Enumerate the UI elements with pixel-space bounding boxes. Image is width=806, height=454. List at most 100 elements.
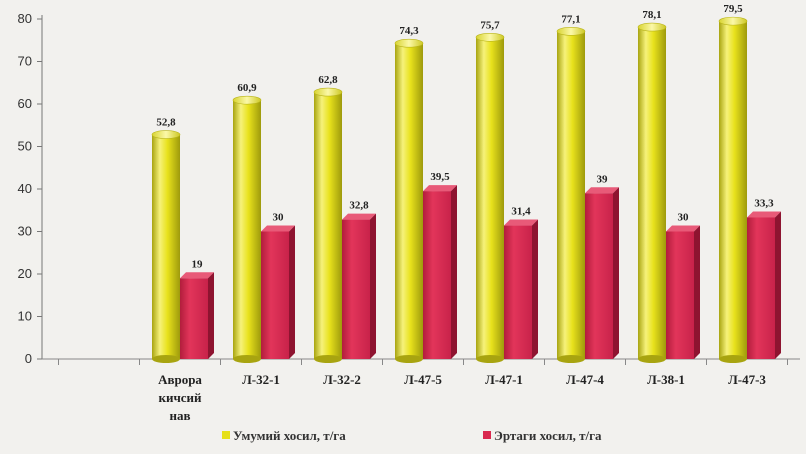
bar-early-yield-side bbox=[532, 219, 538, 359]
bar-early-yield-top bbox=[180, 272, 214, 279]
x-tick-label: Аврора bbox=[158, 372, 202, 387]
x-tick-label: Л-47-5 bbox=[404, 372, 442, 387]
bar-total-yield-body bbox=[719, 21, 747, 359]
data-label-total-yield: 77,1 bbox=[561, 13, 580, 25]
data-labels: 52,8 19 60,9 30 62,8 32,8 74,3 39,5 75,7 31,4 77,1… bbox=[156, 3, 774, 270]
data-label-early-yield: 39,5 bbox=[430, 171, 450, 183]
data-label-total-yield: 75,7 bbox=[480, 19, 500, 31]
bar-total-yield bbox=[232, 95, 262, 363]
data-label-total-yield: 78,1 bbox=[642, 9, 661, 21]
data-label-early-yield: 33,3 bbox=[754, 197, 774, 209]
bar-total-yield-cap bbox=[556, 27, 586, 36]
bar-early-yield-top bbox=[585, 187, 619, 194]
data-label-total-yield: 79,5 bbox=[723, 3, 743, 15]
bar-early-yield-front bbox=[747, 217, 775, 359]
legend-item: Эртаги хосил, т/га bbox=[483, 428, 602, 443]
bar-early-yield-front bbox=[666, 231, 694, 359]
x-tick-label: Л-32-1 bbox=[242, 372, 280, 387]
bar-early-yield-top bbox=[504, 219, 538, 226]
bar-early-yield bbox=[504, 219, 538, 359]
bar-early-yield-front bbox=[423, 191, 451, 359]
bar-early-yield bbox=[342, 213, 376, 359]
bar-early-yield-top bbox=[342, 213, 376, 220]
bar-total-yield bbox=[475, 32, 505, 363]
bar-total-yield bbox=[394, 38, 424, 363]
bar-total-yield bbox=[637, 22, 667, 363]
bar-total-yield-base bbox=[314, 355, 342, 363]
bar-total-yield-body bbox=[557, 31, 585, 359]
bar-early-yield-front bbox=[585, 193, 613, 359]
bar-total-yield-body bbox=[638, 27, 666, 359]
bar-early-yield-side bbox=[289, 225, 295, 359]
bar-early-yield-side bbox=[370, 213, 376, 359]
bar-total-yield-body bbox=[395, 43, 423, 359]
bar-total-yield-base bbox=[152, 355, 180, 363]
legend-item: Умумий хосил, т/га bbox=[222, 428, 346, 443]
bar-early-yield bbox=[261, 225, 295, 359]
bar-total-yield-cap bbox=[151, 130, 181, 139]
y-tick-label: 0 bbox=[25, 351, 32, 366]
data-label-early-yield: 30 bbox=[273, 212, 285, 224]
legend-swatch bbox=[222, 431, 230, 439]
bar-early-yield-front bbox=[261, 231, 289, 359]
bar-total-yield-base bbox=[233, 355, 261, 363]
bar-total-yield-cap bbox=[475, 32, 505, 42]
y-tick-label: 40 bbox=[18, 181, 32, 196]
bar-early-yield bbox=[747, 211, 781, 359]
x-tick-label: кичсий bbox=[158, 390, 202, 405]
bar-total-yield-cap bbox=[637, 22, 667, 32]
bar-total-yield-body bbox=[152, 134, 180, 359]
bar-early-yield bbox=[423, 185, 457, 359]
legend-swatch bbox=[483, 431, 491, 439]
bar-total-yield bbox=[718, 16, 748, 363]
y-tick-label: 10 bbox=[18, 309, 32, 324]
data-label-total-yield: 52,8 bbox=[156, 117, 176, 129]
bar-early-yield-side bbox=[775, 211, 781, 359]
bar-total-yield-cap bbox=[313, 87, 343, 97]
bar-early-yield bbox=[585, 187, 619, 359]
x-tick-label: Л-47-1 bbox=[485, 372, 523, 387]
x-tick-label: Л-47-3 bbox=[728, 372, 766, 387]
bar-early-yield-top bbox=[747, 211, 781, 218]
bar-total-yield-body bbox=[476, 37, 504, 360]
bar-early-yield-front bbox=[504, 225, 532, 359]
bar-total-yield-base bbox=[557, 355, 585, 363]
y-tick-label: 60 bbox=[18, 96, 32, 111]
bar-total-yield-body bbox=[233, 100, 261, 360]
category-labels: Аврора кичсий нав Л-32-1 Л-32-2 Л-47-5 Л-47-1 Л… bbox=[158, 372, 766, 423]
bar-total-yield-body bbox=[314, 92, 342, 359]
data-label-early-yield: 39 bbox=[597, 173, 609, 185]
bar-early-yield bbox=[666, 225, 700, 359]
bar-total-yield-base bbox=[638, 355, 666, 363]
bar-early-yield bbox=[180, 272, 214, 359]
bars bbox=[151, 16, 781, 363]
bar-total-yield-base bbox=[719, 355, 747, 363]
bar-early-yield-side bbox=[451, 185, 457, 359]
bar-early-yield-top bbox=[423, 185, 457, 192]
x-tick-label: Л-32-2 bbox=[323, 372, 361, 387]
bar-early-yield-top bbox=[666, 225, 700, 232]
bar-total-yield-base bbox=[476, 355, 504, 363]
bar-total-yield-base bbox=[395, 355, 423, 363]
bar-total-yield bbox=[313, 87, 343, 363]
data-label-total-yield: 74,3 bbox=[399, 25, 419, 37]
bar-early-yield-top bbox=[261, 225, 295, 232]
y-tick-label: 50 bbox=[18, 139, 32, 154]
legend-label: Эртаги хосил, т/га bbox=[494, 428, 602, 443]
bar-early-yield-front bbox=[180, 278, 208, 359]
x-tick-label: нав bbox=[169, 408, 190, 423]
data-label-total-yield: 62,8 bbox=[318, 74, 338, 86]
bar-total-yield bbox=[556, 27, 586, 363]
x-tick-label: Л-47-4 bbox=[566, 372, 604, 387]
data-label-early-yield: 31,4 bbox=[511, 206, 531, 218]
bar-total-yield bbox=[151, 130, 181, 363]
bar-early-yield-side bbox=[208, 272, 214, 359]
y-tick-label: 70 bbox=[18, 54, 32, 69]
bar-early-yield-side bbox=[613, 187, 619, 359]
y-tick-label: 20 bbox=[18, 266, 32, 281]
x-tick-label: Л-38-1 bbox=[647, 372, 685, 387]
bar-early-yield-side bbox=[694, 225, 700, 359]
legend-label: Умумий хосил, т/га bbox=[233, 428, 346, 443]
